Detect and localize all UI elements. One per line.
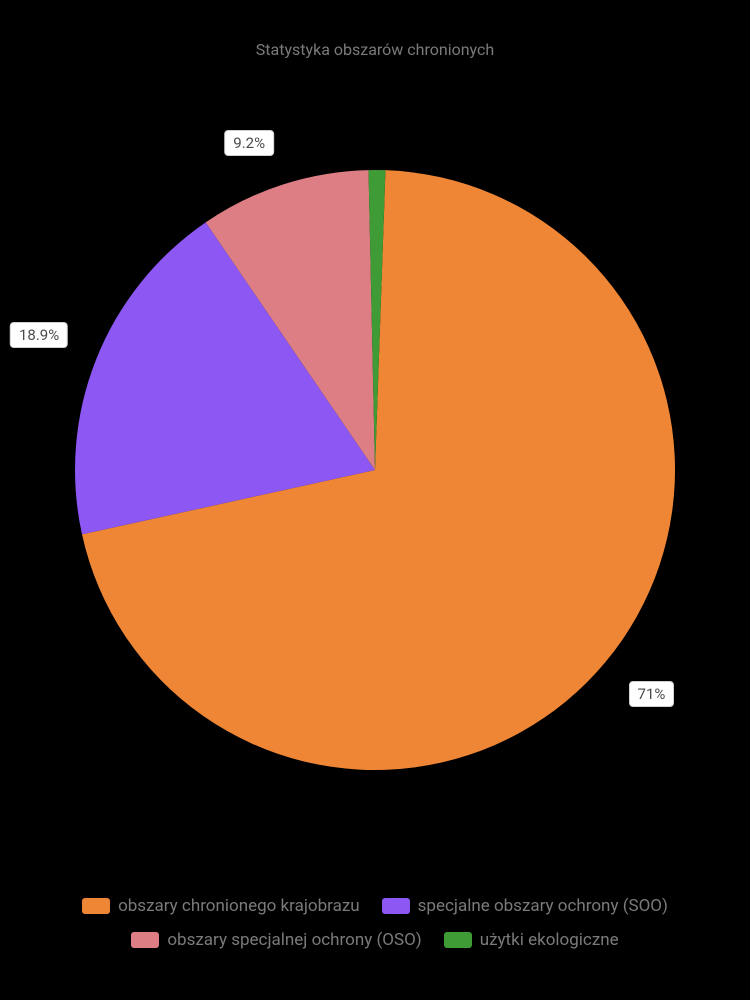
legend-item: specjalne obszary ochrony (SOO) xyxy=(382,896,668,916)
chart-container: Statystyka obszarów chronionych 71%18.9%… xyxy=(0,0,750,1000)
legend-swatch xyxy=(82,898,110,914)
chart-title: Statystyka obszarów chronionych xyxy=(0,40,750,59)
slice-label: 9.2% xyxy=(224,130,274,156)
slice-label: 18.9% xyxy=(10,322,68,348)
legend-item: użytki ekologiczne xyxy=(444,930,619,950)
legend-swatch xyxy=(382,898,410,914)
legend-label: specjalne obszary ochrony (SOO) xyxy=(418,896,668,916)
legend-swatch xyxy=(444,932,472,948)
legend-swatch xyxy=(131,932,159,948)
legend-item: obszary specjalnej ochrony (OSO) xyxy=(131,930,421,950)
slice-label: 71% xyxy=(629,681,675,707)
legend-label: użytki ekologiczne xyxy=(480,930,619,950)
legend-label: obszary specjalnej ochrony (OSO) xyxy=(167,930,421,950)
pie-svg xyxy=(40,100,710,800)
legend-item: obszary chronionego krajobrazu xyxy=(82,896,360,916)
legend: obszary chronionego krajobrazu specjalne … xyxy=(0,896,750,950)
pie-chart: 71%18.9%9.2% xyxy=(40,100,710,800)
legend-label: obszary chronionego krajobrazu xyxy=(118,896,360,916)
